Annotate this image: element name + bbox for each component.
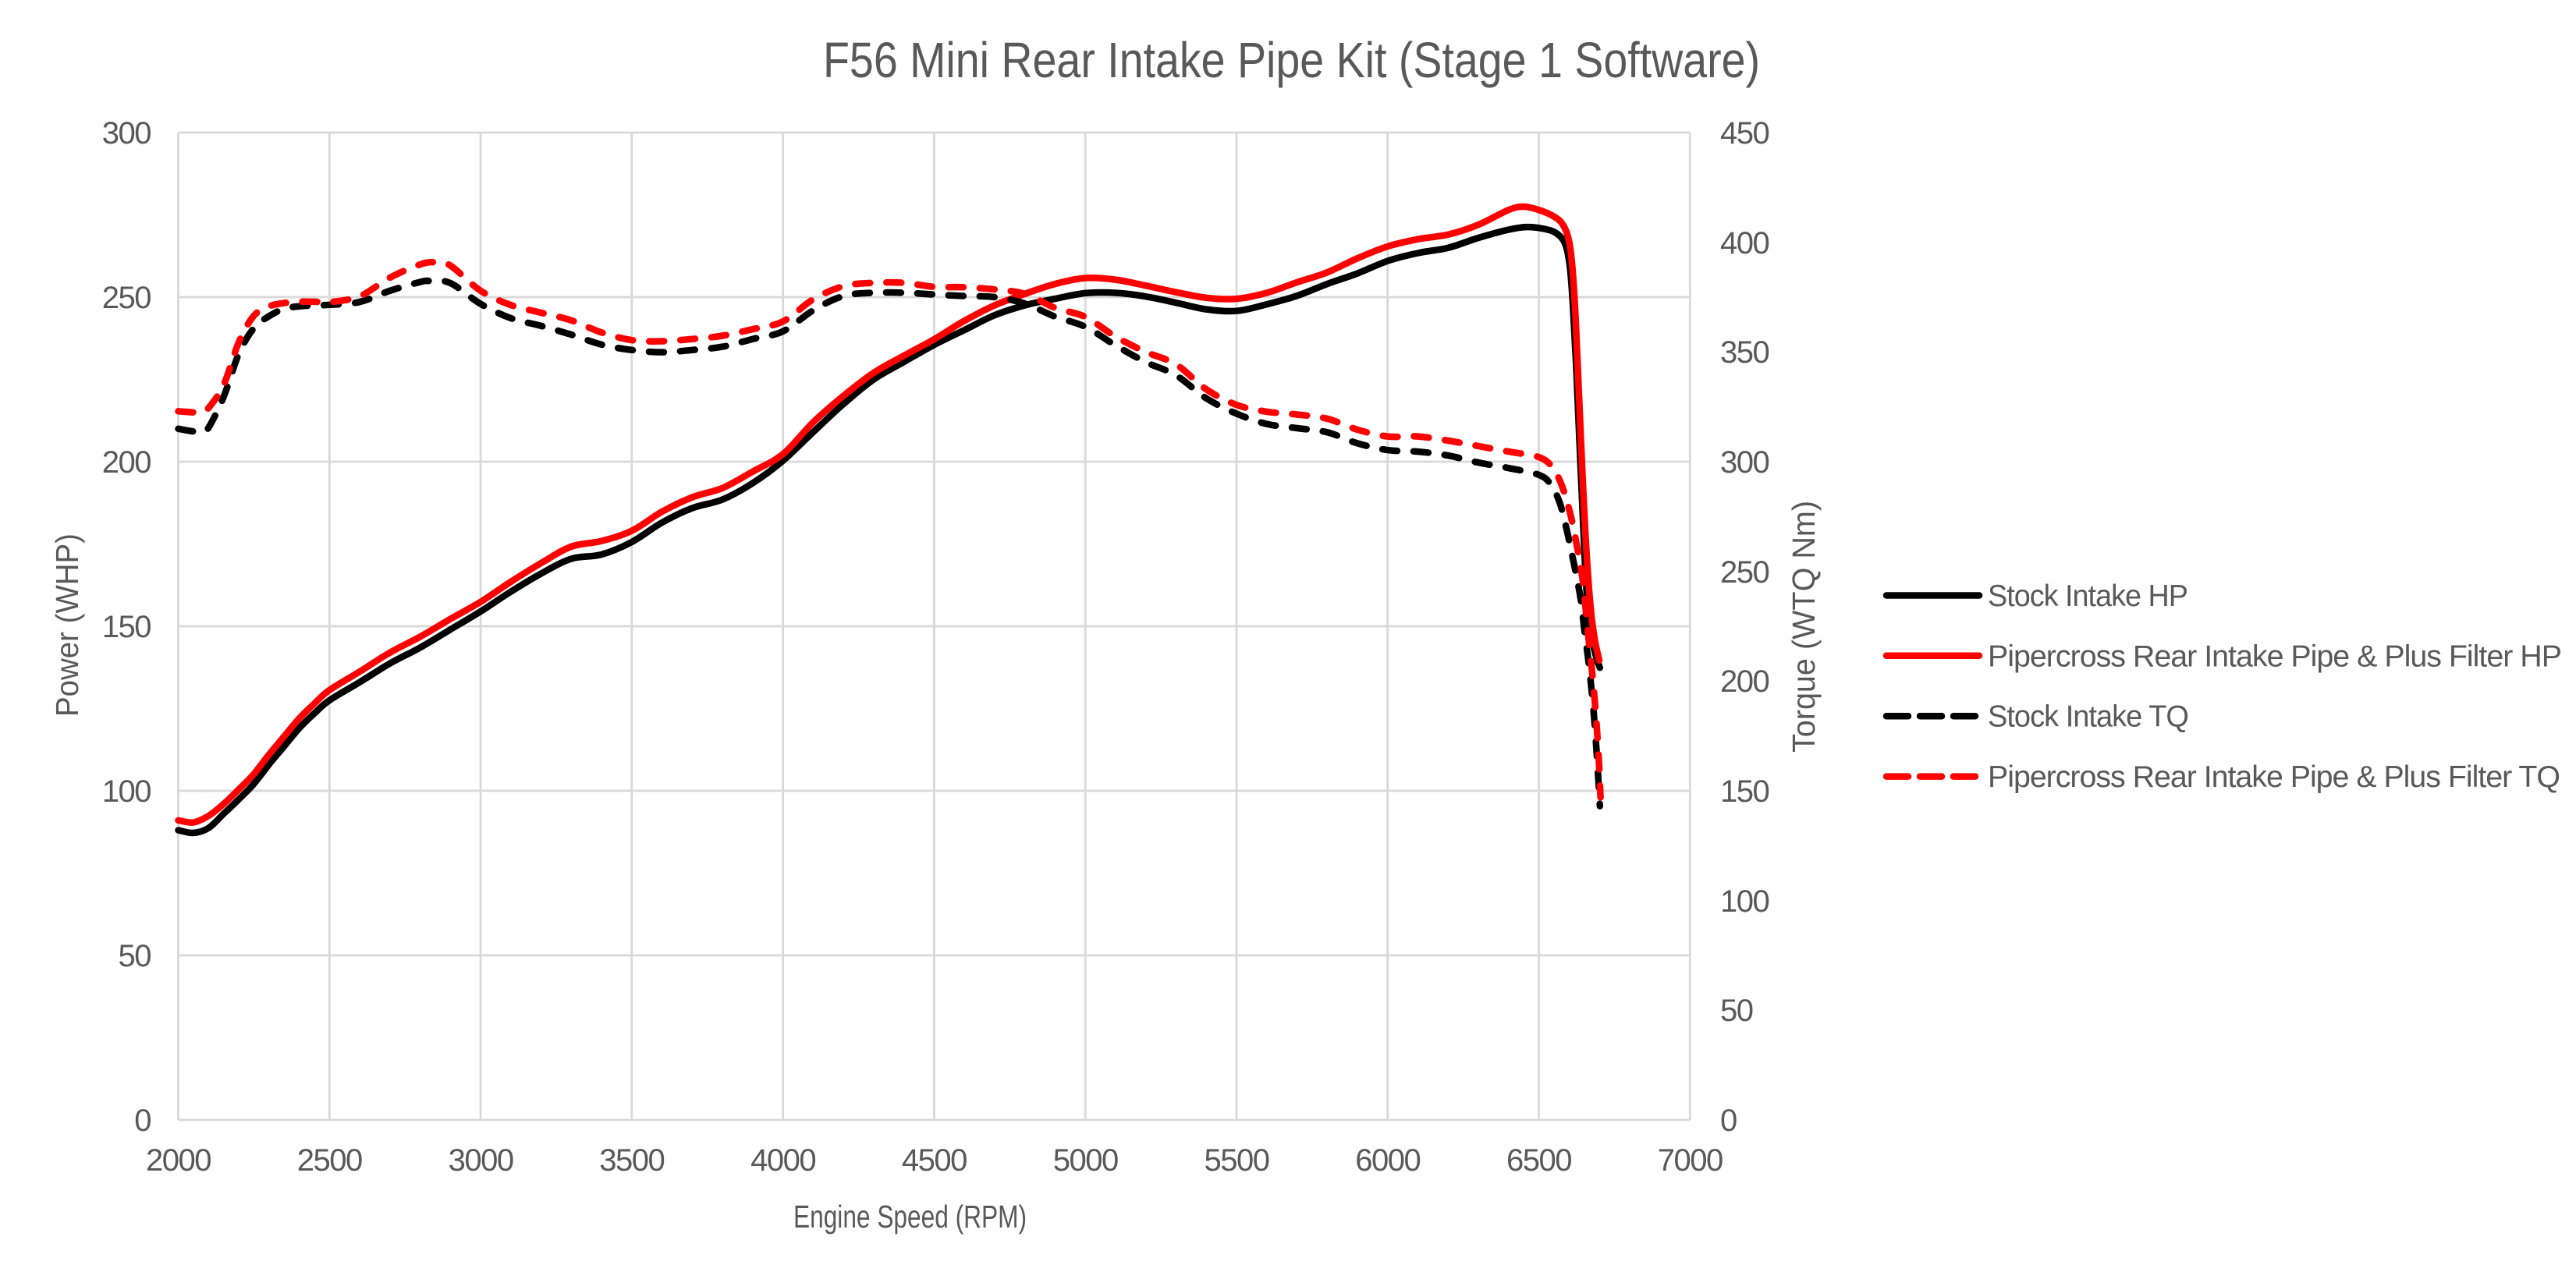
svg-text:100: 100 xyxy=(1720,884,1769,919)
svg-text:150: 150 xyxy=(1720,774,1769,809)
svg-text:150: 150 xyxy=(102,610,151,644)
svg-text:2000: 2000 xyxy=(146,1143,211,1178)
svg-text:7000: 7000 xyxy=(1658,1143,1723,1178)
svg-text:0: 0 xyxy=(134,1104,151,1138)
svg-text:5500: 5500 xyxy=(1205,1143,1269,1178)
svg-text:300: 300 xyxy=(102,116,151,151)
svg-text:250: 250 xyxy=(1720,555,1769,590)
svg-text:6000: 6000 xyxy=(1355,1143,1420,1178)
svg-text:Stock Intake HP: Stock Intake HP xyxy=(1988,579,2187,613)
svg-text:50: 50 xyxy=(119,939,151,973)
svg-text:3000: 3000 xyxy=(449,1143,513,1178)
svg-text:300: 300 xyxy=(1720,445,1769,480)
svg-text:2500: 2500 xyxy=(297,1143,362,1178)
svg-text:400: 400 xyxy=(1720,226,1769,260)
svg-text:Stock Intake TQ: Stock Intake TQ xyxy=(1988,700,2188,734)
svg-text:5000: 5000 xyxy=(1053,1143,1118,1178)
svg-text:0: 0 xyxy=(1720,1104,1737,1138)
svg-text:250: 250 xyxy=(102,281,151,315)
svg-text:450: 450 xyxy=(1720,116,1769,151)
svg-text:100: 100 xyxy=(102,774,151,809)
svg-text:50: 50 xyxy=(1720,994,1753,1028)
svg-text:Power (WHP): Power (WHP) xyxy=(49,533,85,717)
svg-text:Engine Speed (RPM): Engine Speed (RPM) xyxy=(793,1199,1027,1235)
svg-text:4500: 4500 xyxy=(902,1143,967,1178)
svg-text:200: 200 xyxy=(102,445,151,480)
svg-text:6500: 6500 xyxy=(1506,1143,1571,1178)
svg-text:F56 Mini Rear Intake Pipe Kit: F56 Mini Rear Intake Pipe Kit (Stage 1 S… xyxy=(823,32,1760,88)
svg-text:4000: 4000 xyxy=(750,1143,815,1178)
svg-text:Pipercross Rear Intake Pipe &: Pipercross Rear Intake Pipe & Plus Filte… xyxy=(1988,760,2560,794)
svg-text:350: 350 xyxy=(1720,335,1769,370)
svg-text:Pipercross Rear Intake Pipe &: Pipercross Rear Intake Pipe & Plus Filte… xyxy=(1988,640,2561,673)
svg-text:200: 200 xyxy=(1720,664,1769,699)
svg-text:3500: 3500 xyxy=(599,1143,664,1178)
svg-text:Torque (WTQ Nm): Torque (WTQ Nm) xyxy=(1786,501,1822,753)
